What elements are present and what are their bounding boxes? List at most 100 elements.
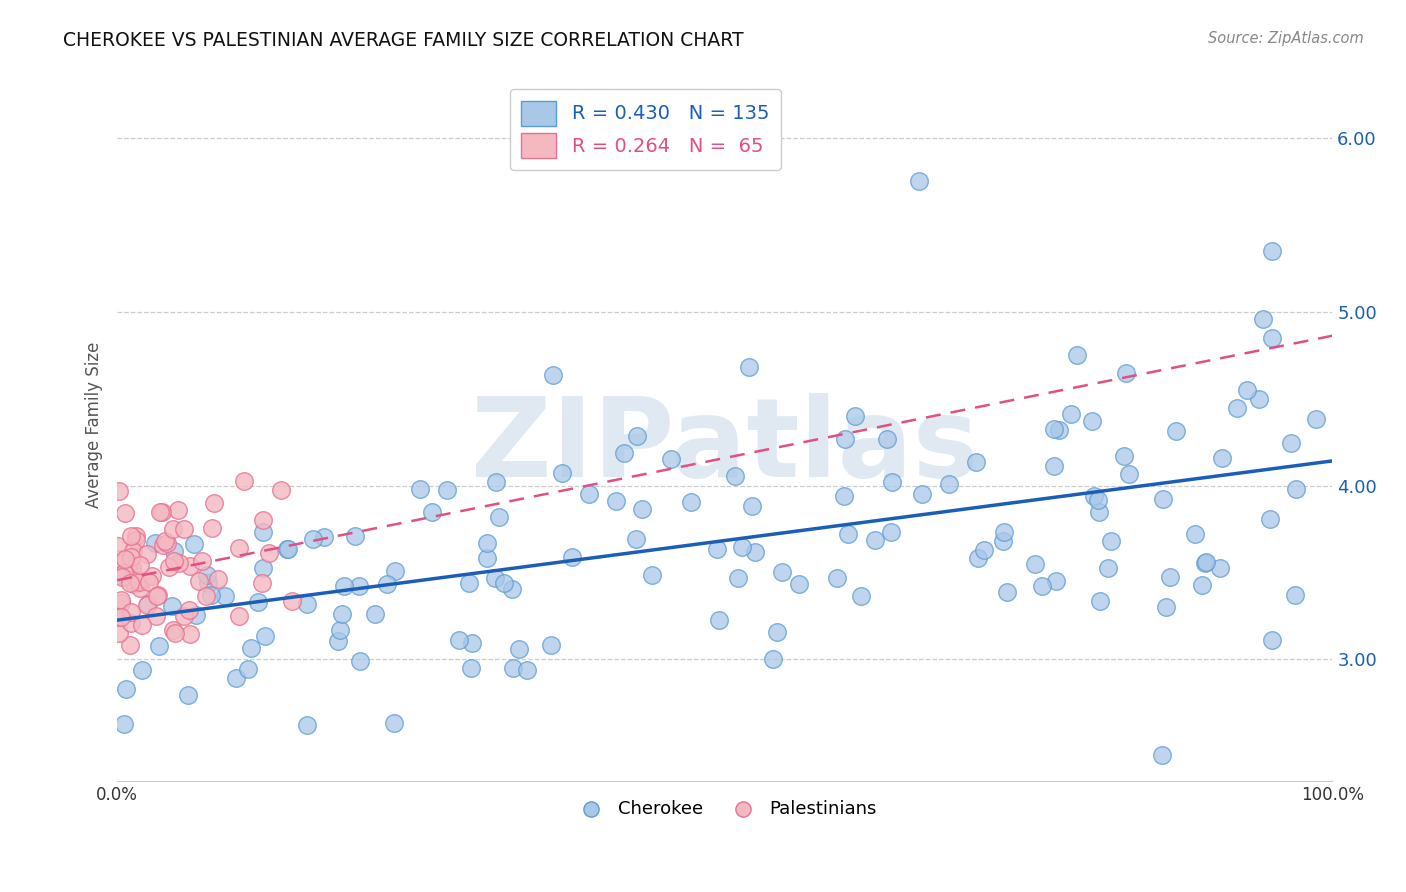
- Point: [551, 466, 574, 480]
- Point: [177, 688, 200, 702]
- Point: [1211, 450, 1233, 465]
- Point: [706, 542, 728, 557]
- Point: [207, 572, 229, 586]
- Point: [1088, 505, 1111, 519]
- Point: [995, 584, 1018, 599]
- Point: [239, 641, 262, 656]
- Point: [107, 568, 129, 582]
- Point: [965, 455, 987, 469]
- Point: [162, 623, 184, 637]
- Point: [187, 574, 209, 588]
- Point: [738, 359, 761, 374]
- Point: [1261, 633, 1284, 648]
- Point: [1195, 556, 1218, 570]
- Point: [110, 610, 132, 624]
- Point: [125, 529, 148, 543]
- Point: [744, 545, 766, 559]
- Point: [561, 549, 583, 564]
- Point: [135, 598, 157, 612]
- Point: [1045, 574, 1067, 588]
- Point: [679, 495, 702, 509]
- Point: [908, 174, 931, 188]
- Point: [228, 541, 250, 556]
- Point: [834, 432, 856, 446]
- Point: [436, 483, 458, 498]
- Point: [295, 718, 318, 732]
- Point: [160, 599, 183, 613]
- Point: [166, 503, 188, 517]
- Point: [1226, 401, 1249, 415]
- Point: [787, 577, 810, 591]
- Legend: Cherokee, Palestinians: Cherokee, Palestinians: [565, 793, 884, 825]
- Point: [1097, 560, 1119, 574]
- Point: [120, 549, 142, 564]
- Point: [281, 594, 304, 608]
- Point: [1099, 534, 1122, 549]
- Point: [1066, 348, 1088, 362]
- Point: [173, 609, 195, 624]
- Point: [120, 639, 142, 653]
- Point: [145, 590, 167, 604]
- Point: [1024, 557, 1046, 571]
- Point: [837, 526, 859, 541]
- Point: [966, 550, 988, 565]
- Point: [1279, 436, 1302, 450]
- Point: [347, 579, 370, 593]
- Point: [849, 589, 872, 603]
- Point: [626, 429, 648, 443]
- Point: [477, 536, 499, 550]
- Point: [252, 513, 274, 527]
- Point: [110, 596, 132, 610]
- Point: [1081, 413, 1104, 427]
- Point: [541, 368, 564, 383]
- Point: [186, 607, 208, 622]
- Point: [179, 603, 201, 617]
- Point: [1251, 312, 1274, 326]
- Point: [1031, 579, 1053, 593]
- Point: [252, 524, 274, 539]
- Point: [108, 625, 131, 640]
- Point: [333, 579, 356, 593]
- Point: [150, 505, 173, 519]
- Point: [163, 625, 186, 640]
- Point: [201, 521, 224, 535]
- Point: [107, 610, 129, 624]
- Point: [252, 561, 274, 575]
- Point: [183, 537, 205, 551]
- Point: [1236, 384, 1258, 398]
- Point: [1184, 527, 1206, 541]
- Point: [727, 571, 749, 585]
- Point: [770, 566, 793, 580]
- Text: ZIPatlas: ZIPatlas: [471, 392, 979, 500]
- Point: [129, 558, 152, 572]
- Point: [250, 575, 273, 590]
- Point: [1118, 467, 1140, 481]
- Point: [613, 445, 636, 459]
- Point: [173, 522, 195, 536]
- Point: [540, 638, 562, 652]
- Point: [475, 550, 498, 565]
- Point: [624, 532, 647, 546]
- Point: [382, 716, 405, 731]
- Point: [631, 501, 654, 516]
- Point: [1060, 407, 1083, 421]
- Point: [148, 639, 170, 653]
- Point: [707, 614, 730, 628]
- Point: [326, 634, 349, 648]
- Point: [364, 607, 387, 621]
- Point: [120, 576, 142, 591]
- Point: [114, 681, 136, 696]
- Point: [190, 554, 212, 568]
- Point: [145, 536, 167, 550]
- Point: [741, 499, 763, 513]
- Text: Source: ZipAtlas.com: Source: ZipAtlas.com: [1208, 31, 1364, 46]
- Point: [157, 560, 180, 574]
- Point: [1247, 392, 1270, 406]
- Point: [295, 597, 318, 611]
- Point: [112, 716, 135, 731]
- Point: [136, 597, 159, 611]
- Point: [136, 547, 159, 561]
- Point: [202, 496, 225, 510]
- Point: [508, 641, 530, 656]
- Point: [863, 533, 886, 548]
